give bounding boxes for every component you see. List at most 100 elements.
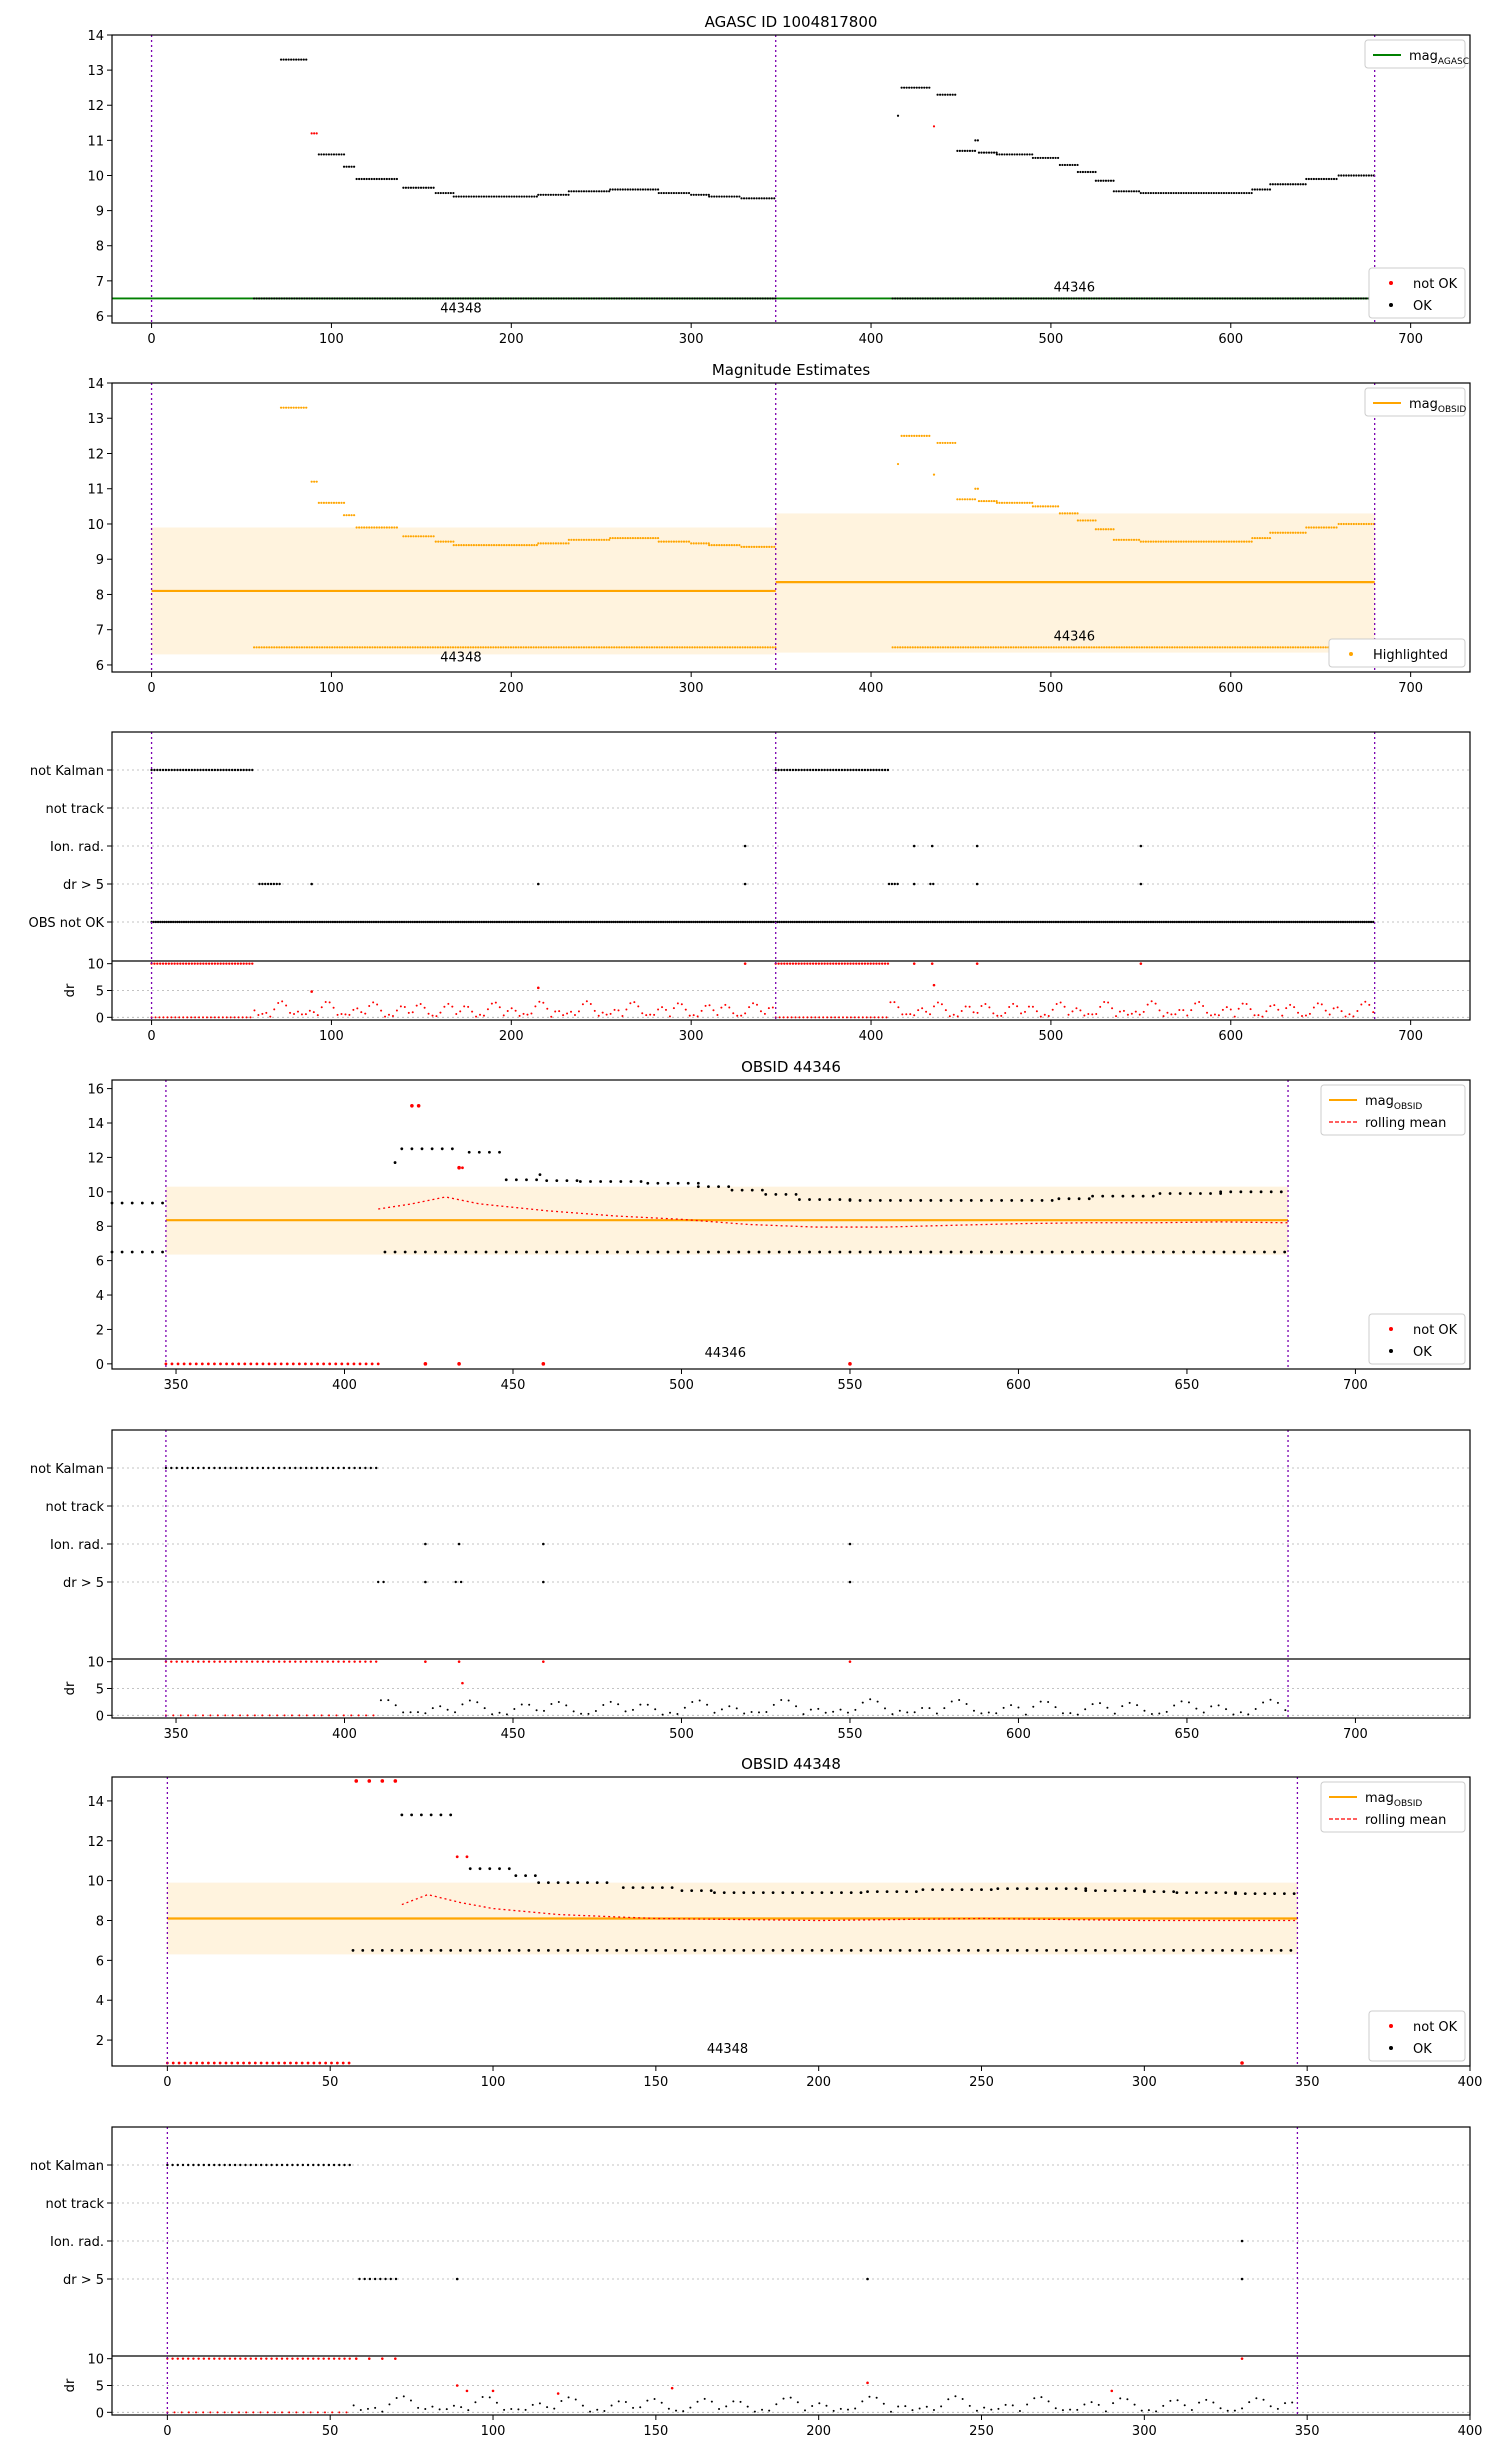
dr-point [706,1703,709,1706]
data-point [732,1891,736,1894]
data-point [944,441,947,445]
flag-point [413,920,417,924]
flag-point [577,920,581,924]
flag-point [456,920,460,924]
data-point [685,540,688,543]
data-point [355,526,358,529]
dr-point [886,962,890,965]
data-point [336,297,339,300]
y-tick-label: 13 [87,64,104,79]
dr-point [841,1016,844,1019]
dr-point [869,1016,872,1019]
dr-point [921,1007,924,1010]
dr-point [802,1016,805,1019]
data-point [419,186,423,189]
data-point [337,501,341,504]
dr-point [909,1013,912,1016]
data-point [444,540,447,543]
data-point [717,1250,720,1254]
dr-point [581,1003,584,1006]
flag-point [817,768,821,772]
data-point [1039,505,1042,508]
dr-point [1115,1015,1118,1018]
dr-point [1348,1013,1351,1016]
data-point [507,297,510,300]
data-point [252,297,256,300]
data-point [567,646,570,649]
data-point [921,297,924,300]
dr-point [368,1004,371,1007]
data-point [754,646,757,649]
data-point [1094,528,1097,531]
dr-point [483,1707,486,1710]
dr-point [1083,2403,1086,2406]
dr-point [252,2411,255,2414]
data-point [941,646,945,649]
dr-point [266,2411,269,2414]
dr-point [798,1016,801,1019]
dr-point [621,1014,624,1017]
flag-point [804,920,807,924]
data-point [616,536,619,540]
data-point [538,1173,542,1177]
flag-point [1093,920,1096,924]
flag-point [215,920,218,924]
data-point [740,545,743,548]
flag-point [384,2277,387,2281]
flag-point [1043,920,1047,924]
data-point [1244,646,1247,649]
data-point [1307,526,1310,529]
data-point [535,544,538,547]
plot-frame [111,1079,1471,1370]
data-point [1315,177,1318,181]
flag-point [890,882,894,886]
data-point [800,1891,804,1894]
data-point [962,646,965,649]
data-point [915,434,918,437]
plot-frame [111,1429,1471,1719]
dr-point [840,962,844,965]
data-point [658,646,661,649]
flag-point [1011,920,1014,924]
dr-point [921,1707,924,1710]
data-point [1013,153,1016,156]
dr-point [300,1013,303,1016]
data-point [318,646,321,649]
data-point [1073,163,1077,167]
flag-point [946,920,950,924]
not-ok-point [230,2061,234,2065]
dr-point [1273,1004,1276,1007]
dr-point [342,1660,346,1663]
dr-point [221,1016,224,1019]
flag-point [1143,920,1146,924]
dr-point [182,962,185,965]
data-point [1261,646,1264,649]
data-point [290,58,293,61]
flag-point [800,920,803,924]
data-point [744,646,747,649]
y-tick-label: 6 [96,310,104,325]
data-point [502,297,505,300]
data-point [670,1886,674,1890]
not-ok-point [231,1362,235,1366]
data-point [1079,519,1082,522]
data-point [356,297,359,300]
flag-point [746,920,749,924]
data-point [678,646,681,649]
data-point [1113,297,1116,300]
not-ok-point [261,1362,265,1366]
data-point [1215,191,1218,195]
data-point [1009,646,1013,649]
dr-point [372,1001,375,1004]
data-point [572,646,575,649]
dr-point [202,1016,205,1019]
data-point [363,177,366,181]
dr-point [261,1714,264,1717]
data-point [1074,1887,1078,1891]
data-point [963,149,967,153]
dr-point [239,962,242,965]
data-point [1130,297,1133,300]
data-point [923,434,926,437]
dr-point [935,1712,938,1715]
dr-point [765,1710,768,1713]
